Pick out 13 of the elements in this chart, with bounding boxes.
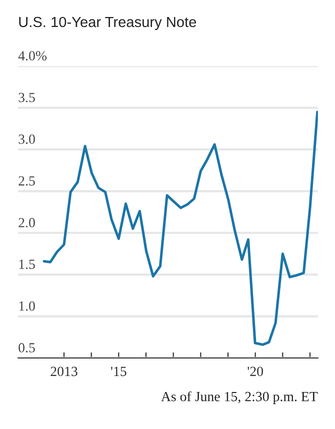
y-tick-label: 2.5 [18, 176, 35, 186]
y-tick-label: 3.0 [18, 134, 35, 144]
text: As of June 15, 2:30 p.m. ET [161, 391, 318, 404]
chart-title: U.S. 10-Year Treasury Note [19, 16, 196, 30]
y-tick-label: 3.5 [18, 92, 35, 102]
y-tick-label: 1.5 [19, 260, 35, 270]
y-tick-label: 4.0% [18, 51, 47, 61]
x-tick-label: '15 [111, 366, 126, 376]
y-tick-label: 1.0 [19, 301, 35, 311]
y-tick-label: 2.0 [18, 218, 35, 228]
x-tick-label: '20 [248, 366, 263, 376]
y-tick-label: 0.5 [18, 343, 35, 352]
x-tick-label: 2013 [50, 366, 78, 376]
